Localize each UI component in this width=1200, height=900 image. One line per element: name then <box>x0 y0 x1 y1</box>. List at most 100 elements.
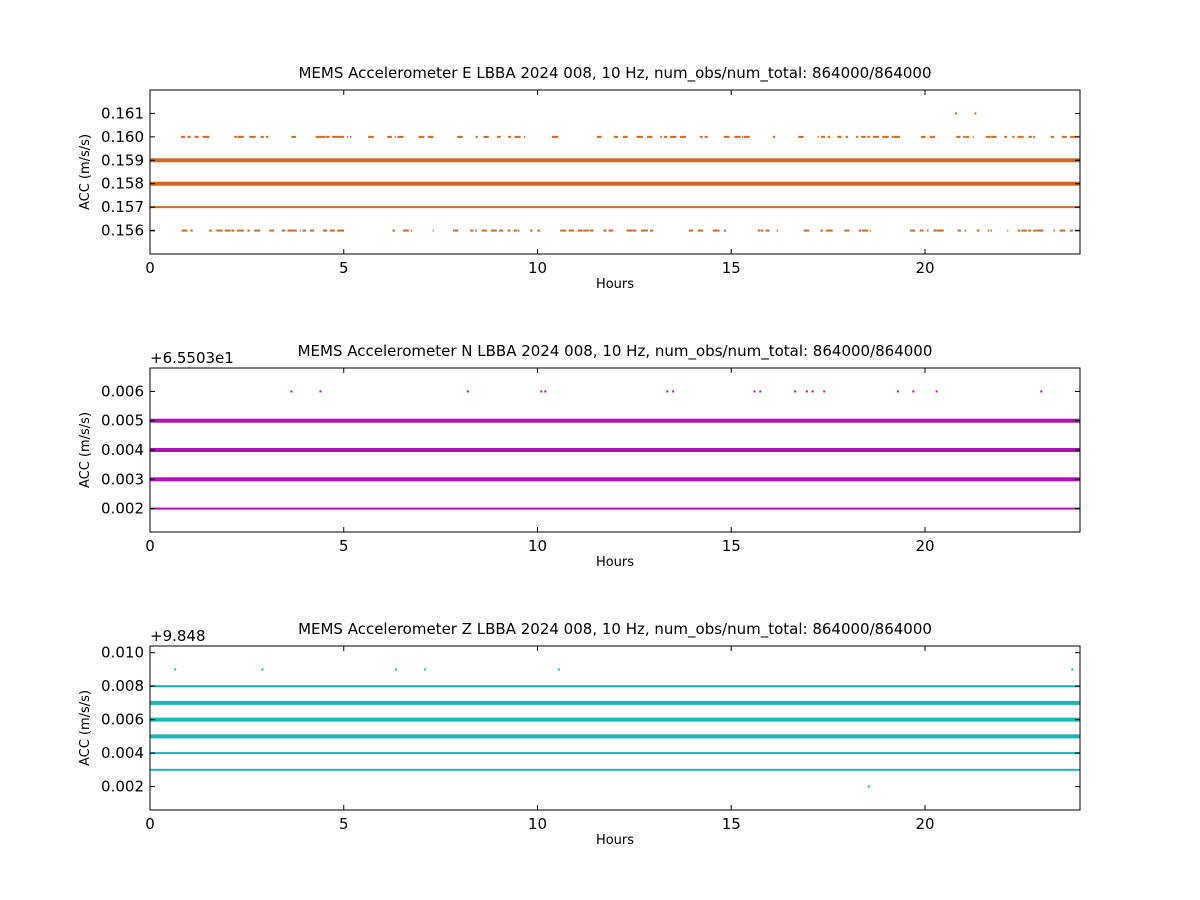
series-point <box>845 135 849 138</box>
series-point <box>811 390 814 393</box>
series-point <box>589 229 594 232</box>
x-tick-label: 0 <box>145 259 155 277</box>
series-point <box>302 229 307 232</box>
series-point <box>265 135 269 138</box>
series-point <box>544 390 547 393</box>
series-point <box>1012 135 1015 138</box>
series-point <box>622 135 628 138</box>
series-point <box>1040 390 1043 393</box>
series-point <box>650 229 654 232</box>
series-point <box>744 135 750 138</box>
series-point <box>322 135 326 138</box>
series-point <box>1070 135 1077 138</box>
series-point <box>338 135 345 138</box>
series-point <box>475 229 477 232</box>
series-point <box>956 135 961 138</box>
series-band-6 <box>150 685 1080 688</box>
series-point <box>776 229 779 232</box>
series-band-5 <box>150 700 1080 705</box>
series-band-2 <box>150 448 1080 452</box>
x-tick-label: 15 <box>722 815 741 833</box>
series-band-1 <box>150 477 1080 482</box>
series-point <box>392 229 395 232</box>
series-point <box>1021 229 1027 232</box>
y-tick-label: 0.008 <box>101 677 144 695</box>
series-point <box>453 229 459 232</box>
series-point <box>723 135 730 138</box>
series-band-0 <box>150 507 1080 510</box>
x-tick-label: 5 <box>339 815 349 833</box>
series-point <box>963 135 965 138</box>
series-point <box>626 229 633 232</box>
series-point <box>759 390 762 393</box>
y-tick-label: 0.005 <box>101 412 144 430</box>
series-band-3 <box>150 734 1080 739</box>
y-axis-label: ACC (m/s/s) <box>78 690 93 766</box>
series-point <box>394 135 396 138</box>
chart-panel-1: 0 5 10 15 20 0.156 0.157 0.158 0.159 0.160 0.161 ME… <box>78 64 1081 292</box>
series-point <box>517 229 520 232</box>
series-point <box>965 135 970 138</box>
x-tick-label: 0 <box>145 537 155 555</box>
series-point <box>823 390 826 393</box>
series-point <box>679 135 687 138</box>
series-point <box>723 229 727 232</box>
series-point <box>347 135 349 138</box>
series-point <box>287 229 295 232</box>
series-point <box>174 668 177 671</box>
chart-title: MEMS Accelerometer Z LBBA 2024 008, 10 H… <box>298 620 932 639</box>
series-point <box>427 135 434 138</box>
series-point <box>955 112 957 115</box>
series-point <box>699 135 703 138</box>
series-point <box>794 390 797 393</box>
y-tick-label: 0.161 <box>101 104 144 122</box>
series-point <box>867 785 870 788</box>
series-point <box>1033 229 1037 232</box>
series-point <box>844 229 850 232</box>
series-point <box>957 229 961 232</box>
series-point <box>483 135 489 138</box>
y-tick-label: 0.002 <box>101 500 144 518</box>
y-tick-label: 0.160 <box>101 128 144 146</box>
series-point <box>224 229 231 232</box>
series-point <box>216 229 223 232</box>
series-point <box>397 135 404 138</box>
series-point <box>826 229 833 232</box>
series-point <box>234 135 238 138</box>
series-point <box>964 229 966 232</box>
series-point <box>872 135 880 138</box>
series-point <box>466 390 469 393</box>
series-point <box>470 229 474 232</box>
series-point <box>1004 135 1007 138</box>
series-point <box>237 135 244 138</box>
series-point <box>1017 229 1021 232</box>
series-point <box>294 229 297 232</box>
series-point <box>332 135 338 138</box>
series-point <box>912 390 915 393</box>
series-point <box>974 112 977 115</box>
series-points-4 <box>290 390 1043 393</box>
series-point <box>891 135 894 138</box>
series-point <box>910 229 916 232</box>
series-point <box>646 135 653 138</box>
series-point <box>753 390 756 393</box>
series-point <box>402 229 409 232</box>
series-point <box>514 135 521 138</box>
series-point <box>772 135 776 138</box>
series-band-2 <box>150 181 1080 186</box>
series-point <box>236 229 244 232</box>
series-point <box>882 135 889 138</box>
series-point <box>315 135 323 138</box>
series-point <box>935 390 938 393</box>
series-point <box>937 229 944 232</box>
series-point <box>202 135 210 138</box>
series-point <box>712 229 720 232</box>
series-point <box>457 135 463 138</box>
series-point <box>410 229 413 232</box>
series-point <box>1028 229 1032 232</box>
series-point <box>858 229 862 232</box>
series-band-3 <box>150 418 1080 423</box>
series-point <box>1028 135 1032 138</box>
series-point <box>568 229 575 232</box>
